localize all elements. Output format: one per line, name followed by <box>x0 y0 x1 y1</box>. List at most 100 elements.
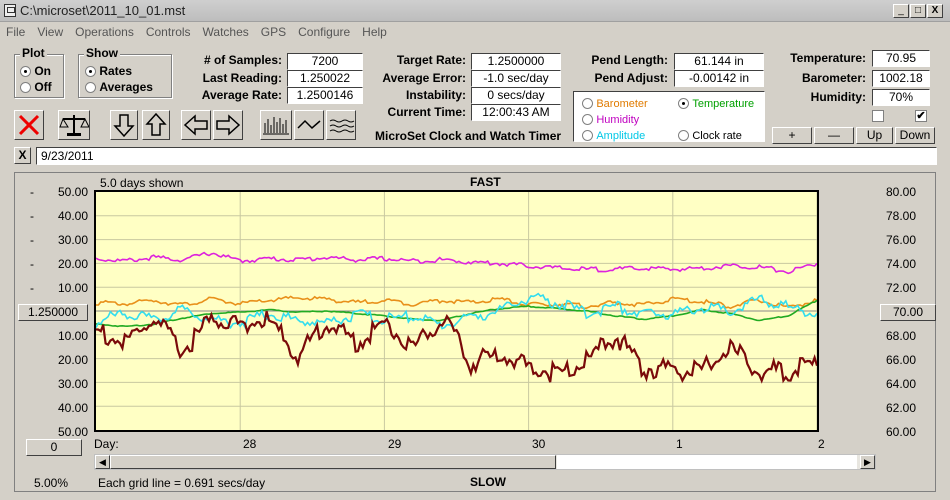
series-line-barometer <box>96 295 818 310</box>
last-reading-label: Last Reading: <box>202 71 282 85</box>
arrow-left-icon <box>183 114 208 136</box>
balance-scale-icon <box>59 115 90 136</box>
menu-operations[interactable]: Operations <box>75 25 134 39</box>
clock-rate-radio[interactable]: Clock rate <box>678 128 742 142</box>
menu-bar: File View Operations Controls Watches GPS Conf… <box>0 22 950 42</box>
temperature-field[interactable]: 70.95 <box>872 50 930 67</box>
barometer-radio[interactable]: Barometer <box>582 96 648 110</box>
radio-icon <box>20 82 31 94</box>
arrow-right-button[interactable] <box>213 110 243 140</box>
menu-gps[interactable]: GPS <box>260 25 287 39</box>
note-close-button[interactable]: X <box>14 147 31 164</box>
radio-icon <box>20 66 31 78</box>
average-rate-field[interactable]: 1.2500146 <box>287 87 363 104</box>
average-error-field[interactable]: -1.0 sec/day <box>471 70 561 87</box>
plot-off-radio[interactable]: Off <box>20 80 52 94</box>
noise-button[interactable] <box>326 110 356 140</box>
scale-plus-button[interactable]: + <box>772 127 812 144</box>
pend-length-field[interactable]: 61.144 in <box>674 53 764 70</box>
barometer-field[interactable]: 1002.18 <box>872 70 930 87</box>
humidity-radio[interactable]: Humidity <box>582 112 639 126</box>
arrow-left-button[interactable] <box>181 110 211 140</box>
series-line-humidity <box>95 251 818 275</box>
temperature-label: Temperature <box>692 98 755 110</box>
x-icon <box>18 114 40 136</box>
note-field[interactable]: 9/23/2011 <box>36 147 937 165</box>
left-tick: 40.00 <box>57 209 88 223</box>
balance-button[interactable] <box>58 110 90 140</box>
show-rates-radio[interactable]: Rates <box>85 64 132 78</box>
wave-button[interactable] <box>294 110 324 140</box>
menu-configure[interactable]: Configure <box>298 25 351 39</box>
histogram-button[interactable] <box>260 110 292 140</box>
humidity-reading-label: Humidity: <box>810 90 866 104</box>
amplitude-label: Amplitude <box>596 130 646 142</box>
plot-on-radio[interactable]: On <box>20 64 51 78</box>
option-checkbox-2[interactable]: ✔ <box>915 110 927 122</box>
menu-watches[interactable]: Watches <box>202 25 249 39</box>
current-time-field[interactable]: 12:00:43 AM <box>471 104 561 121</box>
close-window-button[interactable]: X <box>927 4 943 18</box>
zoom-label: 5.00% <box>34 476 69 490</box>
target-rate-field[interactable]: 1.2500000 <box>471 53 561 70</box>
window-title: C:\microset\2011_10_01.mst <box>20 3 186 18</box>
chart-title-slow: SLOW <box>470 475 506 489</box>
arrow-down-button[interactable] <box>110 110 138 140</box>
option-checkbox-1[interactable] <box>872 110 884 122</box>
left-zero-button[interactable]: 0 <box>26 439 82 456</box>
app-icon <box>4 4 16 17</box>
right-tick: 68.00 <box>886 329 917 343</box>
left-tick: 10.00 <box>57 281 88 295</box>
scale-down-button[interactable]: Down <box>895 127 935 144</box>
last-reading-field[interactable]: 1.250022 <box>287 70 363 87</box>
menu-help[interactable]: Help <box>362 25 387 39</box>
menu-view[interactable]: View <box>37 25 64 39</box>
x-tick: 1 <box>676 437 683 451</box>
instability-field[interactable]: 0 secs/day <box>471 87 561 104</box>
menu-file[interactable]: File <box>6 25 26 39</box>
left-sign: - <box>30 185 34 199</box>
scale-minus-button[interactable]: — <box>814 127 854 144</box>
x-tick: 29 <box>388 437 402 451</box>
stop-button[interactable] <box>14 110 44 140</box>
left-axis: 50.00 40.00 30.00 20.00 10.00 10.00 20.0… <box>14 183 94 443</box>
time-scrollbar[interactable]: ◀ ▶ <box>94 454 876 470</box>
pend-adjust-field[interactable]: -0.00142 in <box>674 70 764 87</box>
scroll-thumb[interactable] <box>110 455 556 469</box>
left-tick: 20.00 <box>57 353 88 367</box>
samples-field[interactable]: 7200 <box>287 53 363 70</box>
left-tick: 50.00 <box>57 425 88 439</box>
chart-title-fast: FAST <box>470 175 501 189</box>
scroll-right-button[interactable]: ▶ <box>860 455 875 469</box>
minimize-button[interactable]: _ <box>893 4 909 18</box>
left-sign: - <box>30 281 34 295</box>
left-tick: 40.00 <box>57 401 88 415</box>
instability-label: Instability: <box>405 88 466 102</box>
days-shown-label: 5.0 days shown <box>100 176 184 190</box>
right-tick: 74.00 <box>886 257 917 271</box>
show-averages-radio[interactable]: Averages <box>85 80 153 94</box>
right-center-button[interactable]: 70.00 <box>880 304 936 321</box>
wave-icon <box>297 119 321 130</box>
temperature-radio[interactable]: Temperature <box>678 96 754 110</box>
scroll-left-button[interactable]: ◀ <box>95 455 110 469</box>
left-center-button[interactable]: 1.250000 <box>18 304 88 321</box>
scale-up-button[interactable]: Up <box>856 127 893 144</box>
menu-controls[interactable]: Controls <box>145 25 191 39</box>
arrow-right-icon <box>216 114 241 136</box>
arrow-up-button[interactable] <box>142 110 170 140</box>
barometer-reading-label: Barometer: <box>801 71 866 85</box>
x-axis-label: Day: <box>94 437 119 451</box>
left-sign: - <box>30 257 34 271</box>
samples-label: # of Samples: <box>203 53 282 67</box>
arrow-up-icon <box>145 112 167 136</box>
left-tick: 50.00 <box>57 185 88 199</box>
right-tick: 64.00 <box>886 377 917 391</box>
grid-info-label: Each grid line = 0.691 secs/day <box>98 476 266 490</box>
average-rate-label: Average Rate: <box>201 88 282 102</box>
left-sign: - <box>30 233 34 247</box>
amplitude-radio[interactable]: Amplitude <box>582 128 645 142</box>
maximize-button[interactable]: □ <box>910 4 926 18</box>
humidity-field[interactable]: 70% <box>872 89 930 106</box>
right-tick: 80.00 <box>886 185 917 199</box>
